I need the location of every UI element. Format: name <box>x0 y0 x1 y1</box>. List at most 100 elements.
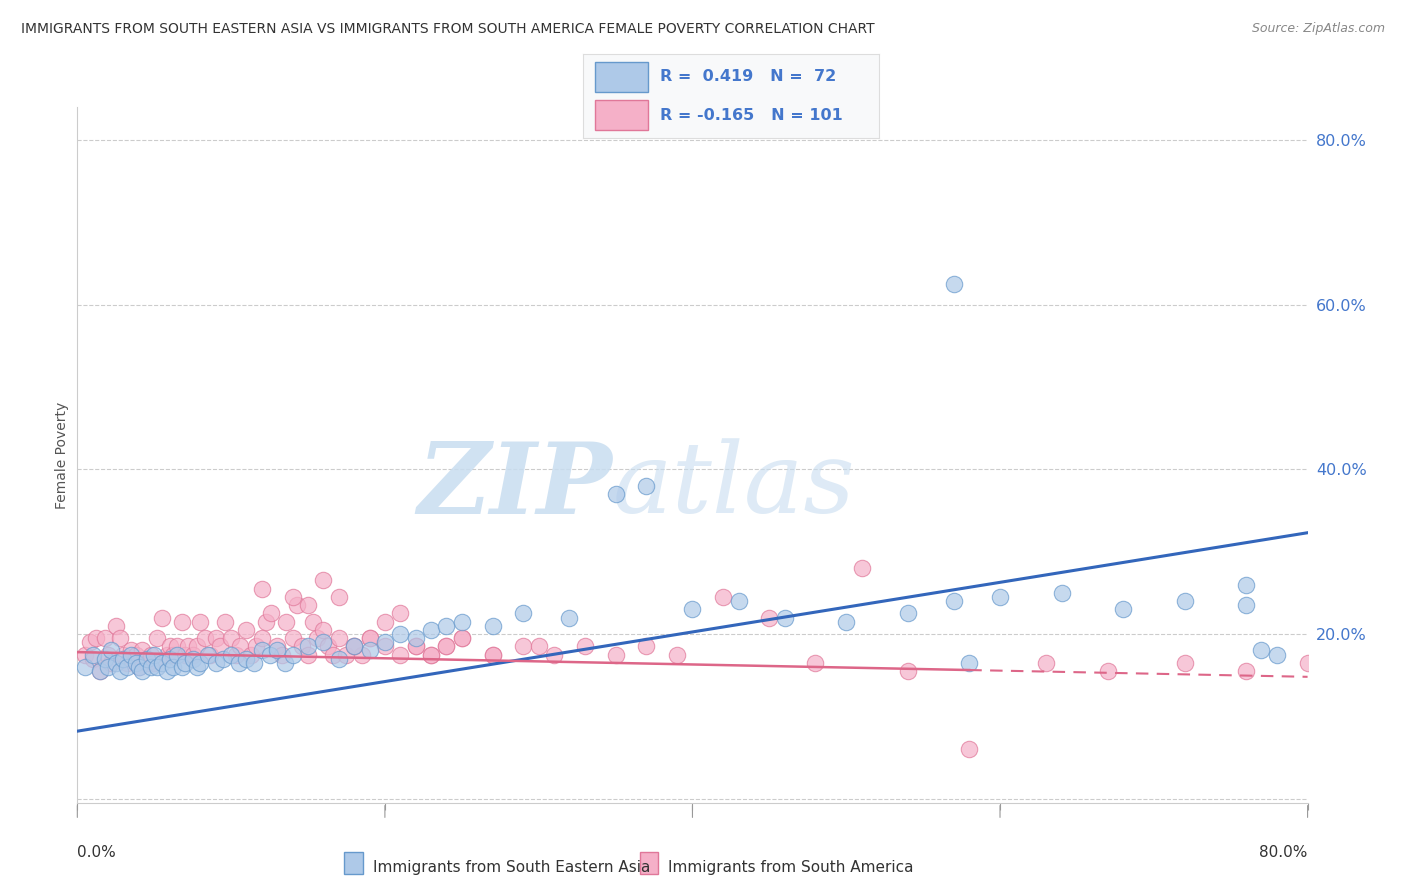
Point <box>260 607 283 621</box>
Point <box>1234 598 1257 612</box>
Point <box>256 615 278 629</box>
Point <box>82 651 104 665</box>
Point <box>281 631 304 645</box>
Point <box>266 640 288 654</box>
Point <box>186 660 208 674</box>
Point <box>143 656 166 670</box>
Point <box>1265 648 1288 662</box>
Point <box>359 631 381 645</box>
Text: 80.0%: 80.0% <box>1260 845 1308 860</box>
Text: Source: ZipAtlas.com: Source: ZipAtlas.com <box>1251 22 1385 36</box>
Point <box>162 648 184 662</box>
Point <box>115 660 138 674</box>
Point <box>1296 656 1319 670</box>
Point <box>243 656 266 670</box>
Point <box>141 648 163 662</box>
Point <box>543 648 565 662</box>
Point <box>186 640 208 654</box>
Point <box>389 607 412 621</box>
Point <box>436 640 458 654</box>
Point <box>436 619 458 633</box>
Point <box>897 664 920 678</box>
Point <box>988 590 1011 604</box>
Point <box>343 640 366 654</box>
Point <box>605 648 627 662</box>
Point <box>389 627 412 641</box>
Point <box>307 631 329 645</box>
Point <box>804 656 827 670</box>
Point <box>110 631 132 645</box>
Point <box>405 640 427 654</box>
Point <box>120 643 142 657</box>
Point <box>316 640 339 654</box>
Point <box>155 664 177 678</box>
Bar <box>595 100 648 130</box>
Point <box>281 648 304 662</box>
Point <box>110 664 132 678</box>
Y-axis label: Female Poverty: Female Poverty <box>55 401 69 508</box>
Point <box>181 651 204 665</box>
Point <box>359 643 381 657</box>
Point <box>274 656 297 670</box>
Point <box>219 631 242 645</box>
Point <box>343 640 366 654</box>
Point <box>301 615 323 629</box>
Point <box>212 651 235 665</box>
Point <box>512 607 534 621</box>
Point <box>574 640 596 654</box>
Point <box>188 615 212 629</box>
Point <box>181 648 204 662</box>
Point <box>1050 586 1073 600</box>
Text: atlas: atlas <box>613 439 855 534</box>
Point <box>481 648 503 662</box>
Point <box>328 631 350 645</box>
Point <box>97 660 120 674</box>
Text: Immigrants from South America: Immigrants from South America <box>668 860 914 874</box>
Point <box>727 594 749 608</box>
Point <box>225 648 247 662</box>
Point <box>636 640 658 654</box>
Bar <box>595 62 648 92</box>
Point <box>291 640 314 654</box>
Point <box>204 656 226 670</box>
Point <box>835 615 858 629</box>
Point <box>73 660 96 674</box>
Point <box>82 648 104 662</box>
Text: R = -0.165   N = 101: R = -0.165 N = 101 <box>661 108 844 123</box>
Point <box>436 640 458 654</box>
Point <box>235 651 257 665</box>
Point <box>219 648 242 662</box>
Point <box>94 651 117 665</box>
Point <box>374 640 396 654</box>
Point <box>146 660 169 674</box>
Point <box>270 648 292 662</box>
Point <box>170 615 193 629</box>
Point <box>174 656 197 670</box>
Point <box>250 643 273 657</box>
Point <box>204 631 226 645</box>
Point <box>197 648 219 662</box>
Point <box>350 648 373 662</box>
Point <box>312 635 335 649</box>
Point <box>259 648 281 662</box>
Point <box>120 648 142 662</box>
Point <box>104 656 127 670</box>
Point <box>297 598 319 612</box>
Text: Immigrants from South Eastern Asia: Immigrants from South Eastern Asia <box>373 860 650 874</box>
Point <box>450 631 472 645</box>
Point <box>374 615 396 629</box>
Point <box>73 648 96 662</box>
Text: ZIP: ZIP <box>418 438 613 534</box>
Point <box>125 648 148 662</box>
Point <box>84 631 107 645</box>
Point <box>115 656 138 670</box>
Point <box>245 640 267 654</box>
Point <box>131 664 153 678</box>
Point <box>188 656 212 670</box>
Point <box>143 648 166 662</box>
Point <box>214 615 236 629</box>
Point <box>420 648 443 662</box>
Point <box>405 640 427 654</box>
Point <box>389 648 412 662</box>
Point <box>228 656 250 670</box>
